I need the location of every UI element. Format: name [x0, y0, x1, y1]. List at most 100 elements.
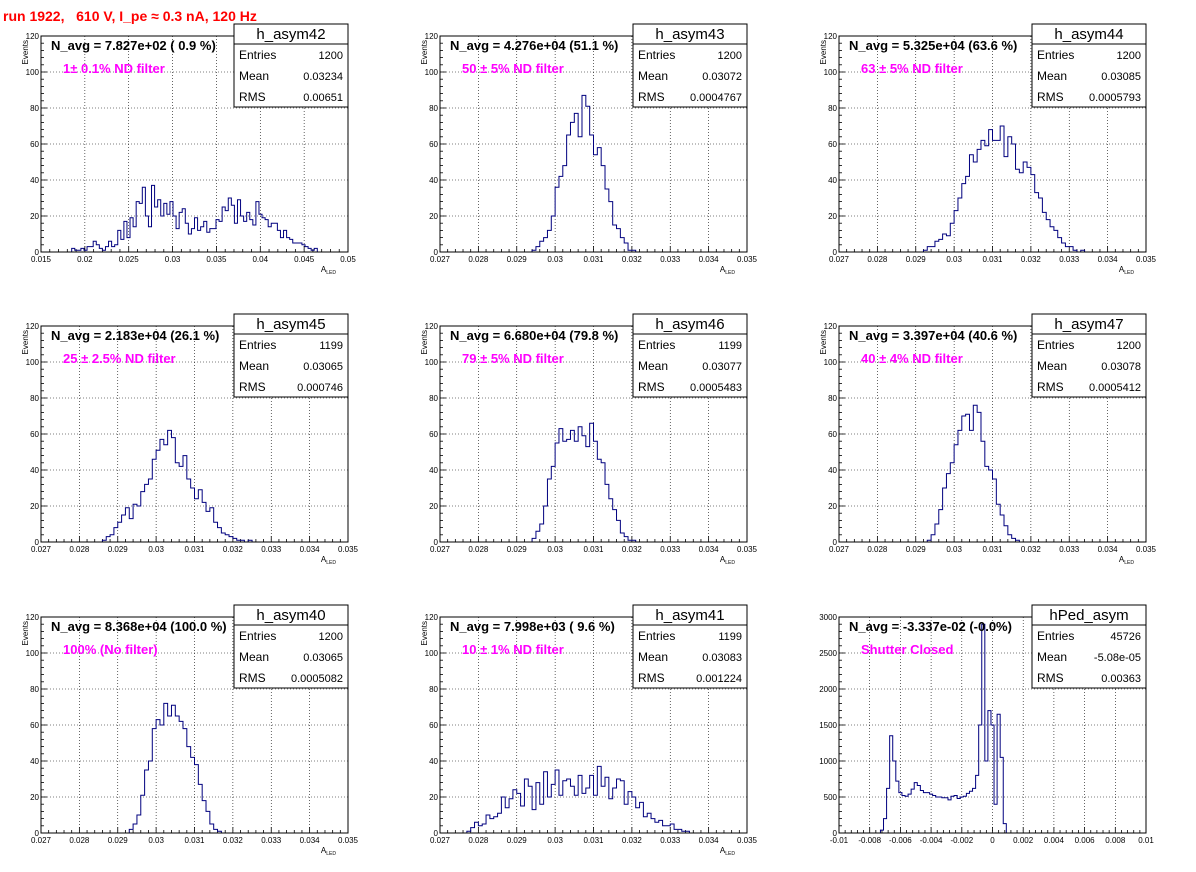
histogram-panel: 0.015 0.02 0.025 0.03 0.035 0.04 0.045 0.05 0 20 4… [21, 23, 356, 276]
n-avg-label: N_avg = 8.368e+04 (100.0 %) [51, 619, 227, 634]
plot-frame [439, 35, 748, 253]
x-axis-title: ALED [321, 555, 336, 566]
x-axis-title-subscript: LED [326, 560, 336, 566]
x-tick-label: 0.033 [261, 836, 282, 845]
filter-label: Shutter Closed [861, 642, 954, 657]
histogram-panel: -0.01 -0.008 -0.006 -0.004 -0.002 0 0.002 0.004… [819, 604, 1154, 845]
page-title: run 1922, 610 V, I_pe ≈ 0.3 nA, 120 Hz [3, 8, 257, 24]
x-axis-title-subscript: LED [725, 851, 735, 857]
histogram-line [128, 702, 222, 833]
x-axis-title-subscript: LED [725, 560, 735, 566]
y-tick-label: 20 [30, 793, 39, 802]
x-tick-label: 0.01 [1138, 836, 1154, 845]
histogram-name: h_asym41 [655, 607, 724, 624]
x-tick-label: 0.033 [660, 545, 681, 554]
x-axis-title: ALED [321, 265, 336, 276]
stats-value: 1200 [1117, 340, 1141, 352]
x-tick-label: 0.028 [867, 255, 888, 264]
x-tick-label: 0.034 [699, 545, 720, 554]
x-tick-label: -0.004 [920, 836, 943, 845]
filter-label: 1± 0.1% ND filter [63, 61, 165, 76]
y-tick-label: 1000 [819, 757, 837, 766]
y-tick-label: 100 [425, 649, 439, 658]
stats-label: Entries [638, 629, 675, 643]
stats-value: 0.0005082 [291, 673, 343, 685]
x-tick-label: -0.006 [889, 836, 912, 845]
filter-label: 79 ± 5% ND filter [462, 351, 564, 366]
stats-value: 0.0005793 [1089, 92, 1141, 104]
histogram-line [926, 404, 1024, 543]
y-tick-label: 60 [828, 430, 837, 439]
x-tick-label: 0.027 [430, 545, 451, 554]
histogram-name: h_asym42 [256, 26, 325, 43]
x-axis-title: ALED [720, 846, 735, 857]
stats-value: 1200 [319, 631, 343, 643]
y-tick-label: 80 [828, 104, 837, 113]
stats-label: Entries [1037, 338, 1074, 352]
x-tick-label: 0.027 [829, 545, 850, 554]
x-tick-label: 0.029 [906, 545, 927, 554]
y-tick-label: 120 [425, 32, 439, 41]
stats-box [1031, 43, 1147, 108]
x-axis-title-subscript: LED [1124, 270, 1134, 276]
y-tick-label: 2500 [819, 649, 837, 658]
stats-value: 0.00363 [1101, 673, 1141, 685]
x-tick-label: 0.035 [206, 255, 227, 264]
y-tick-label: 120 [26, 322, 40, 331]
x-tick-label: 0.05 [340, 255, 356, 264]
y-tick-label: 20 [828, 212, 837, 221]
y-tick-label: 500 [824, 793, 838, 802]
x-tick-label: 0.03 [547, 545, 563, 554]
stats-label: Mean [1037, 650, 1067, 664]
y-tick-label: 120 [26, 32, 40, 41]
x-tick-label: 0.032 [622, 255, 643, 264]
y-tick-label: 80 [429, 104, 438, 113]
stats-value: 1199 [718, 340, 742, 352]
y-tick-label: 120 [824, 322, 838, 331]
y-tick-label: 120 [425, 613, 439, 622]
histogram-line [922, 125, 1086, 253]
filter-label: 10 ± 1% ND filter [462, 642, 564, 657]
x-tick-label: 0.032 [622, 836, 643, 845]
y-tick-label: 0 [833, 829, 838, 838]
x-tick-label: 0.031 [982, 255, 1003, 264]
x-tick-label: 0.045 [294, 255, 315, 264]
x-tick-label: 0.03 [165, 255, 181, 264]
y-tick-label: 2000 [819, 685, 837, 694]
x-tick-label: 0.035 [737, 255, 758, 264]
x-axis-title: ALED [1119, 555, 1134, 566]
y-tick-label: 0 [434, 248, 439, 257]
y-tick-label: 120 [26, 613, 40, 622]
y-tick-label: 60 [30, 140, 39, 149]
filter-label: 25 ± 2.5% ND filter [63, 351, 176, 366]
stats-label: RMS [239, 90, 266, 104]
n-avg-label: N_avg = 6.680e+04 (79.8 %) [450, 328, 618, 343]
x-tick-label: 0.034 [1098, 255, 1119, 264]
stats-label: Mean [239, 650, 269, 664]
n-avg-label: N_avg = 2.183e+04 (26.1 %) [51, 328, 219, 343]
stats-label: Entries [638, 48, 675, 62]
y-tick-label: 0 [35, 538, 40, 547]
histogram-panel: 0.027 0.028 0.029 0.03 0.031 0.032 0.033 0.034 0… [420, 604, 758, 857]
x-tick-label: 0.032 [223, 545, 244, 554]
histogram-line [101, 429, 253, 543]
n-avg-label: N_avg = 4.276e+04 (51.1 %) [450, 38, 618, 53]
stats-box [233, 333, 349, 398]
stats-box [632, 43, 748, 108]
stats-label: RMS [1037, 671, 1064, 685]
x-axis-title-subscript: LED [326, 851, 336, 857]
x-tick-label: 0.033 [660, 255, 681, 264]
n-avg-label: N_avg = 3.397e+04 (40.6 %) [849, 328, 1017, 343]
y-tick-label: 20 [429, 502, 438, 511]
stats-value: 0.0005412 [1089, 382, 1141, 394]
stats-value: 0.03072 [702, 71, 742, 83]
x-tick-label: 0.034 [300, 836, 321, 845]
x-tick-label: 0.031 [583, 545, 604, 554]
stats-box [1031, 624, 1147, 689]
stats-label: Mean [1037, 69, 1067, 83]
y-tick-label: 0 [35, 829, 40, 838]
x-tick-label: 0.028 [468, 836, 489, 845]
y-tick-label: 60 [30, 721, 39, 730]
y-axis-title: Events [21, 40, 30, 64]
